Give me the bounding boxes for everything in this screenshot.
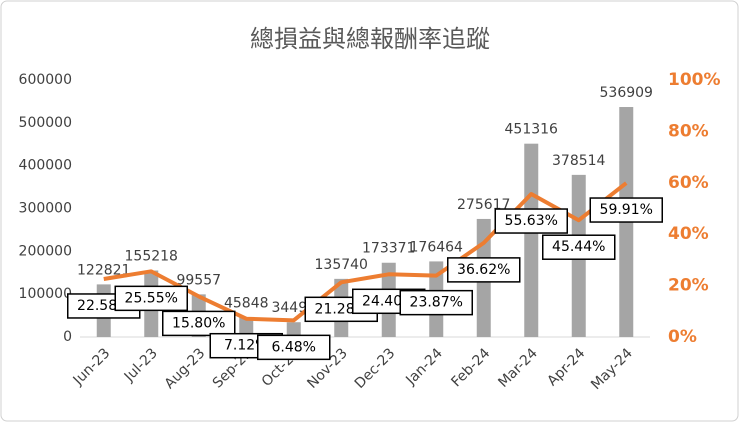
y2-tick-label: 100%: [668, 70, 721, 90]
line-label-box: [114, 285, 188, 312]
line-value-label: 59.91%: [600, 202, 653, 218]
line-label-box: [542, 234, 616, 260]
line-value-label: 36.62%: [457, 262, 510, 278]
bar-value-label: 451316: [505, 122, 559, 138]
y2-tick-label: 80%: [668, 121, 709, 141]
line-label-box: [257, 334, 331, 361]
bar-value-label: 135740: [315, 257, 368, 273]
y-tick-label: 200000: [19, 243, 72, 259]
bar-value-label: 45848: [224, 295, 269, 311]
line-value-label: 55.63%: [505, 213, 558, 229]
line-label-box: [399, 289, 473, 316]
y-tick-label: 600000: [19, 72, 72, 88]
bar-value-label: 378514: [552, 153, 606, 169]
y2-tick-label: 60%: [668, 173, 709, 193]
line-value-label: 25.55%: [125, 290, 178, 306]
y-tick-label: 500000: [19, 115, 72, 131]
line-value-label: 15.80%: [172, 315, 225, 331]
line-value-label: 45.44%: [552, 239, 605, 255]
bar: [524, 143, 539, 337]
y2-tick-label: 40%: [668, 224, 709, 244]
y-tick-label: 100000: [19, 286, 72, 302]
bar-value-label: 173371: [362, 241, 415, 257]
bar-value-label: 536909: [600, 85, 653, 101]
y-tick-label: 300000: [19, 201, 72, 217]
bar-value-label: 176464: [410, 239, 464, 255]
line-label-box: [162, 310, 236, 337]
y2-tick-label: 20%: [668, 276, 709, 296]
line-value-label: 23.87%: [410, 295, 463, 311]
y2-tick-label: 0%: [668, 327, 697, 347]
bar: [286, 322, 301, 337]
line: [103, 181, 628, 323]
bar-value-label: 122821: [77, 262, 130, 278]
y-tick-label: 400000: [19, 158, 72, 174]
bar: [239, 317, 254, 337]
line-label-box: [494, 208, 568, 234]
chart-title: 總損益與總報酬率追蹤: [250, 25, 490, 53]
line-label-box: [447, 257, 521, 283]
y-tick-label: 0: [63, 329, 72, 345]
line-label-box: [589, 197, 663, 223]
line-value-label: 6.48%: [272, 339, 316, 355]
bar-value-label: 99557: [176, 272, 221, 288]
bar-value-label: 155218: [125, 249, 178, 265]
